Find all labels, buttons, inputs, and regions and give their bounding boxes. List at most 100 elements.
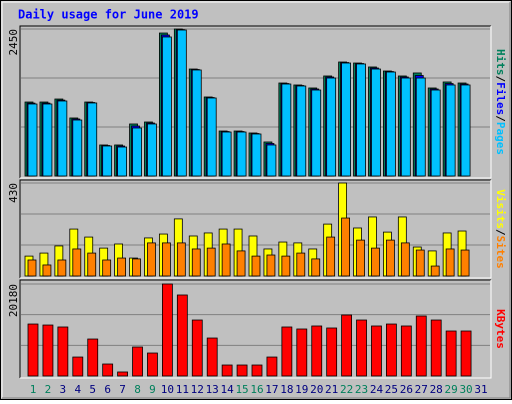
bar — [102, 363, 114, 377]
panel-edge-light — [20, 26, 492, 179]
bar — [176, 294, 188, 377]
bar — [460, 84, 471, 177]
bar — [445, 84, 456, 177]
x-tick-label: 12 — [191, 383, 204, 396]
bar — [191, 69, 202, 177]
bar — [87, 102, 98, 177]
bar — [266, 356, 278, 377]
bar — [117, 146, 127, 177]
panel — [20, 280, 491, 378]
bar — [445, 248, 455, 277]
bar — [161, 283, 173, 377]
frame-dark — [2, 2, 511, 399]
legend-entry: Pages — [494, 122, 507, 155]
bar — [251, 255, 261, 277]
panel-edge-dark — [19, 179, 491, 278]
bar — [132, 346, 143, 377]
legend: Visits/Sites — [494, 189, 507, 269]
bar — [251, 133, 262, 177]
x-tick-label: 27 — [415, 383, 428, 396]
bar — [132, 127, 142, 177]
bar — [400, 242, 410, 277]
x-tick-label: 19 — [295, 383, 308, 396]
legend-entry: Sites — [494, 236, 507, 269]
bar — [221, 131, 232, 177]
x-tick-label: 4 — [74, 383, 81, 396]
bar — [42, 103, 53, 177]
x-tick-label: 9 — [149, 383, 156, 396]
bar — [356, 319, 367, 377]
bar — [415, 77, 426, 177]
bar — [236, 250, 246, 277]
bar — [27, 259, 37, 277]
legend: KBytes — [494, 309, 507, 349]
x-tick-label: 3 — [60, 383, 67, 396]
bar — [266, 254, 276, 277]
bar — [206, 337, 218, 377]
bar — [430, 319, 442, 377]
x-tick-label: 10 — [161, 383, 174, 396]
bar — [400, 77, 411, 177]
bar — [72, 356, 84, 377]
bar — [445, 330, 457, 377]
frame-light — [1, 1, 510, 398]
bar — [460, 249, 470, 277]
x-tick-label: 21 — [325, 383, 338, 396]
bar — [430, 89, 441, 177]
bar — [236, 131, 247, 177]
x-tick-label: 29 — [445, 383, 458, 396]
legend-separator: / — [494, 76, 507, 83]
bar — [132, 258, 141, 277]
bar — [341, 314, 353, 377]
bar — [57, 326, 69, 377]
x-tick-label: 14 — [221, 383, 235, 396]
x-tick-label: 17 — [265, 383, 278, 396]
x-tick-label: 28 — [430, 383, 443, 396]
y-tick-label: 2450 — [7, 29, 20, 56]
x-tick-label: 8 — [134, 383, 141, 396]
bar — [102, 145, 113, 177]
bar — [415, 315, 427, 377]
bar — [221, 243, 231, 277]
x-tick-label: 15 — [235, 383, 248, 396]
panel-edge-dark — [19, 279, 491, 378]
bar — [385, 323, 397, 377]
y-tick-label: 20180 — [7, 284, 20, 317]
x-tick-label: 18 — [280, 383, 293, 396]
legend-entry: Visits — [494, 189, 507, 229]
legend: Hits/Files/Pages — [494, 49, 507, 155]
bar — [87, 338, 99, 377]
bar — [117, 371, 128, 377]
x-tick-label: 5 — [89, 383, 96, 396]
bar — [430, 265, 440, 277]
bar — [42, 324, 54, 377]
bar — [296, 85, 307, 177]
bar — [326, 327, 338, 377]
bar — [147, 242, 156, 277]
x-tick-label: 26 — [400, 383, 413, 396]
bar — [296, 252, 306, 277]
x-tick-label: 25 — [385, 383, 398, 396]
bar — [266, 144, 277, 177]
chart-title: Daily usage for June 2019 — [18, 8, 199, 22]
y-tick-label: 430 — [7, 183, 20, 203]
bar — [356, 239, 365, 277]
bar — [117, 257, 126, 277]
panel-edge-dark — [19, 25, 491, 178]
bar — [147, 123, 157, 177]
bar — [281, 255, 291, 277]
bar — [251, 364, 263, 377]
x-tick-label: 1 — [30, 383, 37, 396]
bar — [206, 247, 216, 277]
bar — [400, 325, 412, 377]
bar — [356, 63, 366, 177]
bar — [311, 325, 323, 377]
x-tick-label: 13 — [206, 383, 219, 396]
bar — [415, 249, 425, 277]
bar — [281, 83, 292, 177]
x-tick-label: 16 — [250, 383, 263, 396]
x-tick-label: 11 — [176, 383, 189, 396]
x-tick-label: 7 — [119, 383, 126, 396]
bar — [161, 36, 172, 177]
bar — [57, 100, 68, 177]
